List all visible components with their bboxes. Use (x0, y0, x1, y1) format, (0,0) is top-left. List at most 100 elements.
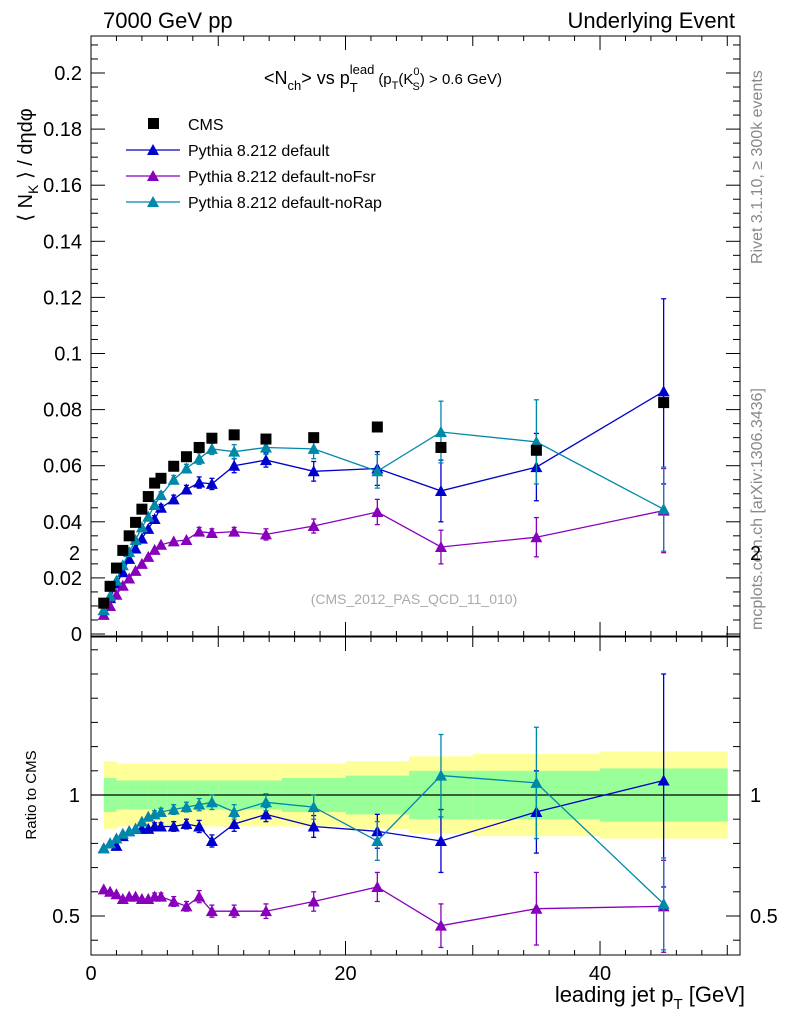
main-point-pythia-8-212-default-nofsr (116, 579, 129, 591)
ratio-point-pythia-8-212-default (434, 834, 447, 846)
ratio-point-pythia-8-212-default-norap (129, 822, 142, 834)
main-point-pythia-8-212-default-norap (129, 534, 142, 546)
ratio-y-tick-label: 0.5 (52, 906, 80, 928)
ratio-point-pythia-8-212-default-nofsr (307, 895, 320, 907)
y-axis-label: ⟨ NK ⟩ / dηdφ (15, 108, 41, 222)
y-tick-label: 0.06 (43, 456, 82, 478)
ratio-point-pythia-8-212-default-nofsr (193, 890, 206, 902)
main-point-pythia-8-212-default-nofsr (307, 520, 320, 532)
main-point-pythia-8-212-default (434, 484, 447, 496)
ratio-point-pythia-8-212-default-norap (154, 805, 167, 817)
legend-marker-cms (148, 118, 159, 129)
main-point-cms (180, 451, 192, 463)
ratio-point-pythia-8-212-default (180, 818, 193, 830)
ratio-point-pythia-8-212-default-norap (259, 796, 272, 808)
main-point-pythia-8-212-default-norap (97, 604, 110, 616)
main-point-cms (136, 503, 148, 515)
ratio-y-tick-label: 1 (69, 785, 80, 807)
ratio-point-pythia-8-212-default (259, 808, 272, 820)
main-point-cms (155, 472, 167, 484)
ratio-frame (90, 636, 741, 956)
main-point-pythia-8-212-default (116, 566, 129, 578)
ratio-point-pythia-8-212-default-nofsr (97, 883, 110, 895)
title-sub-t: T (350, 80, 358, 95)
ratio-point-pythia-8-212-default-nofsr (530, 902, 543, 914)
main-point-pythia-8-212-default-nofsr (148, 543, 161, 555)
x-tick-label: 0 (85, 963, 96, 985)
y-label-sub: K (25, 184, 41, 194)
main-point-cms (123, 530, 135, 542)
main-point-pythia-8-212-default-norap (142, 510, 155, 522)
main-point-pythia-8-212-default-nofsr (434, 541, 447, 553)
ratio-point-pythia-8-212-default-nofsr (205, 905, 218, 917)
ratio-point-pythia-8-212-default-norap (371, 834, 384, 846)
y-tick-label: 0.08 (43, 400, 82, 422)
title-mid: > vs p (301, 68, 350, 88)
title-paren-open: (p (378, 71, 391, 88)
main-point-pythia-8-212-default (154, 501, 167, 513)
ratio-point-pythia-8-212-default-norap (228, 805, 241, 817)
ratio-point-pythia-8-212-default-norap (193, 798, 206, 810)
ratio-point-pythia-8-212-default-nofsr (371, 880, 384, 892)
x-label-main: leading jet p (555, 982, 674, 1007)
main-point-pythia-8-212-default-norap (657, 503, 670, 515)
ratio-y-tick-label: 2 (69, 543, 80, 565)
legend-label-cms: CMS (188, 117, 224, 134)
ratio-y-axis-label: Ratio to CMS (23, 750, 40, 839)
main-point-cms (371, 421, 383, 433)
ratio-point-pythia-8-212-default-norap (434, 769, 447, 781)
y-tick-label: 0.02 (43, 568, 82, 590)
ratio-point-pythia-8-212-default-norap (167, 803, 180, 815)
main-point-pythia-8-212-default-norap (434, 426, 447, 438)
main-point-pythia-8-212-default-nofsr (142, 550, 155, 562)
ratio-point-pythia-8-212-default (228, 818, 241, 830)
chart-title: <Nch> vs pTlead(pT(K0 S) > 0.6 GeV) (264, 62, 502, 95)
main-point-cms (117, 544, 129, 556)
main-point-pythia-8-212-default-norap (135, 521, 148, 533)
ratio-point-pythia-8-212-default-norap (180, 801, 193, 813)
legend-marker-norap (147, 196, 159, 207)
main-point-cms (206, 432, 218, 444)
energy-label: 7000 GeV pp (103, 8, 233, 33)
main-point-pythia-8-212-default-norap (259, 441, 272, 453)
main-point-pythia-8-212-default-norap (154, 489, 167, 501)
main-point-cms (110, 562, 122, 574)
title-sub-ch: ch (288, 78, 302, 93)
legend-marker-nofsr (147, 170, 159, 181)
main-point-pythia-8-212-default (193, 476, 206, 488)
main-point-pythia-8-212-default-nofsr (371, 505, 384, 517)
ratio-point-pythia-8-212-default-norap (97, 842, 110, 854)
main-point-cms (104, 580, 116, 592)
ratio-point-pythia-8-212-default-nofsr (104, 885, 117, 897)
ratio-point-pythia-8-212-default (154, 820, 167, 832)
main-frame (90, 35, 741, 637)
main-point-pythia-8-212-default-nofsr (135, 557, 148, 569)
ratio-point-pythia-8-212-default (167, 820, 180, 832)
main-point-cms (142, 491, 154, 503)
title-sub-s: S (413, 81, 420, 93)
main-point-cms (228, 429, 240, 441)
ratio-point-pythia-8-212-default-norap (135, 815, 148, 827)
mcplots-label: mcplots.cern.ch [arXiv:1306.3436] (749, 388, 766, 630)
ratio-y-tick-label-right: 1 (750, 785, 761, 807)
main-point-pythia-8-212-default (129, 542, 142, 554)
main-point-pythia-8-212-default-norap (205, 442, 218, 454)
ratio-panel: 0 20 40 0.5 0.5 1 1 2 2 Ratio to CMS leading jet… (23, 543, 778, 1013)
y-tick-label: 0.14 (43, 231, 82, 253)
main-point-cms (98, 597, 110, 609)
analysis-label: Underlying Event (567, 8, 735, 33)
main-point-pythia-8-212-default (123, 552, 136, 564)
main-point-cms (658, 397, 670, 409)
ratio-point-pythia-8-212-default-nofsr (110, 888, 123, 900)
title-sup-lead: lead (350, 62, 375, 77)
y-tick-label: 0.04 (43, 512, 82, 534)
main-point-pythia-8-212-default-norap (148, 498, 161, 510)
main-point-pythia-8-212-default-nofsr (123, 572, 136, 584)
main-point-pythia-8-212-default (180, 483, 193, 495)
main-point-pythia-8-212-default (205, 477, 218, 489)
legend-label-default: Pythia 8.212 default (188, 143, 330, 160)
main-point-cms (193, 441, 205, 453)
main-point-pythia-8-212-default-nofsr (154, 538, 167, 550)
x-axis-label: leading jet pT [GeV] (555, 982, 745, 1013)
